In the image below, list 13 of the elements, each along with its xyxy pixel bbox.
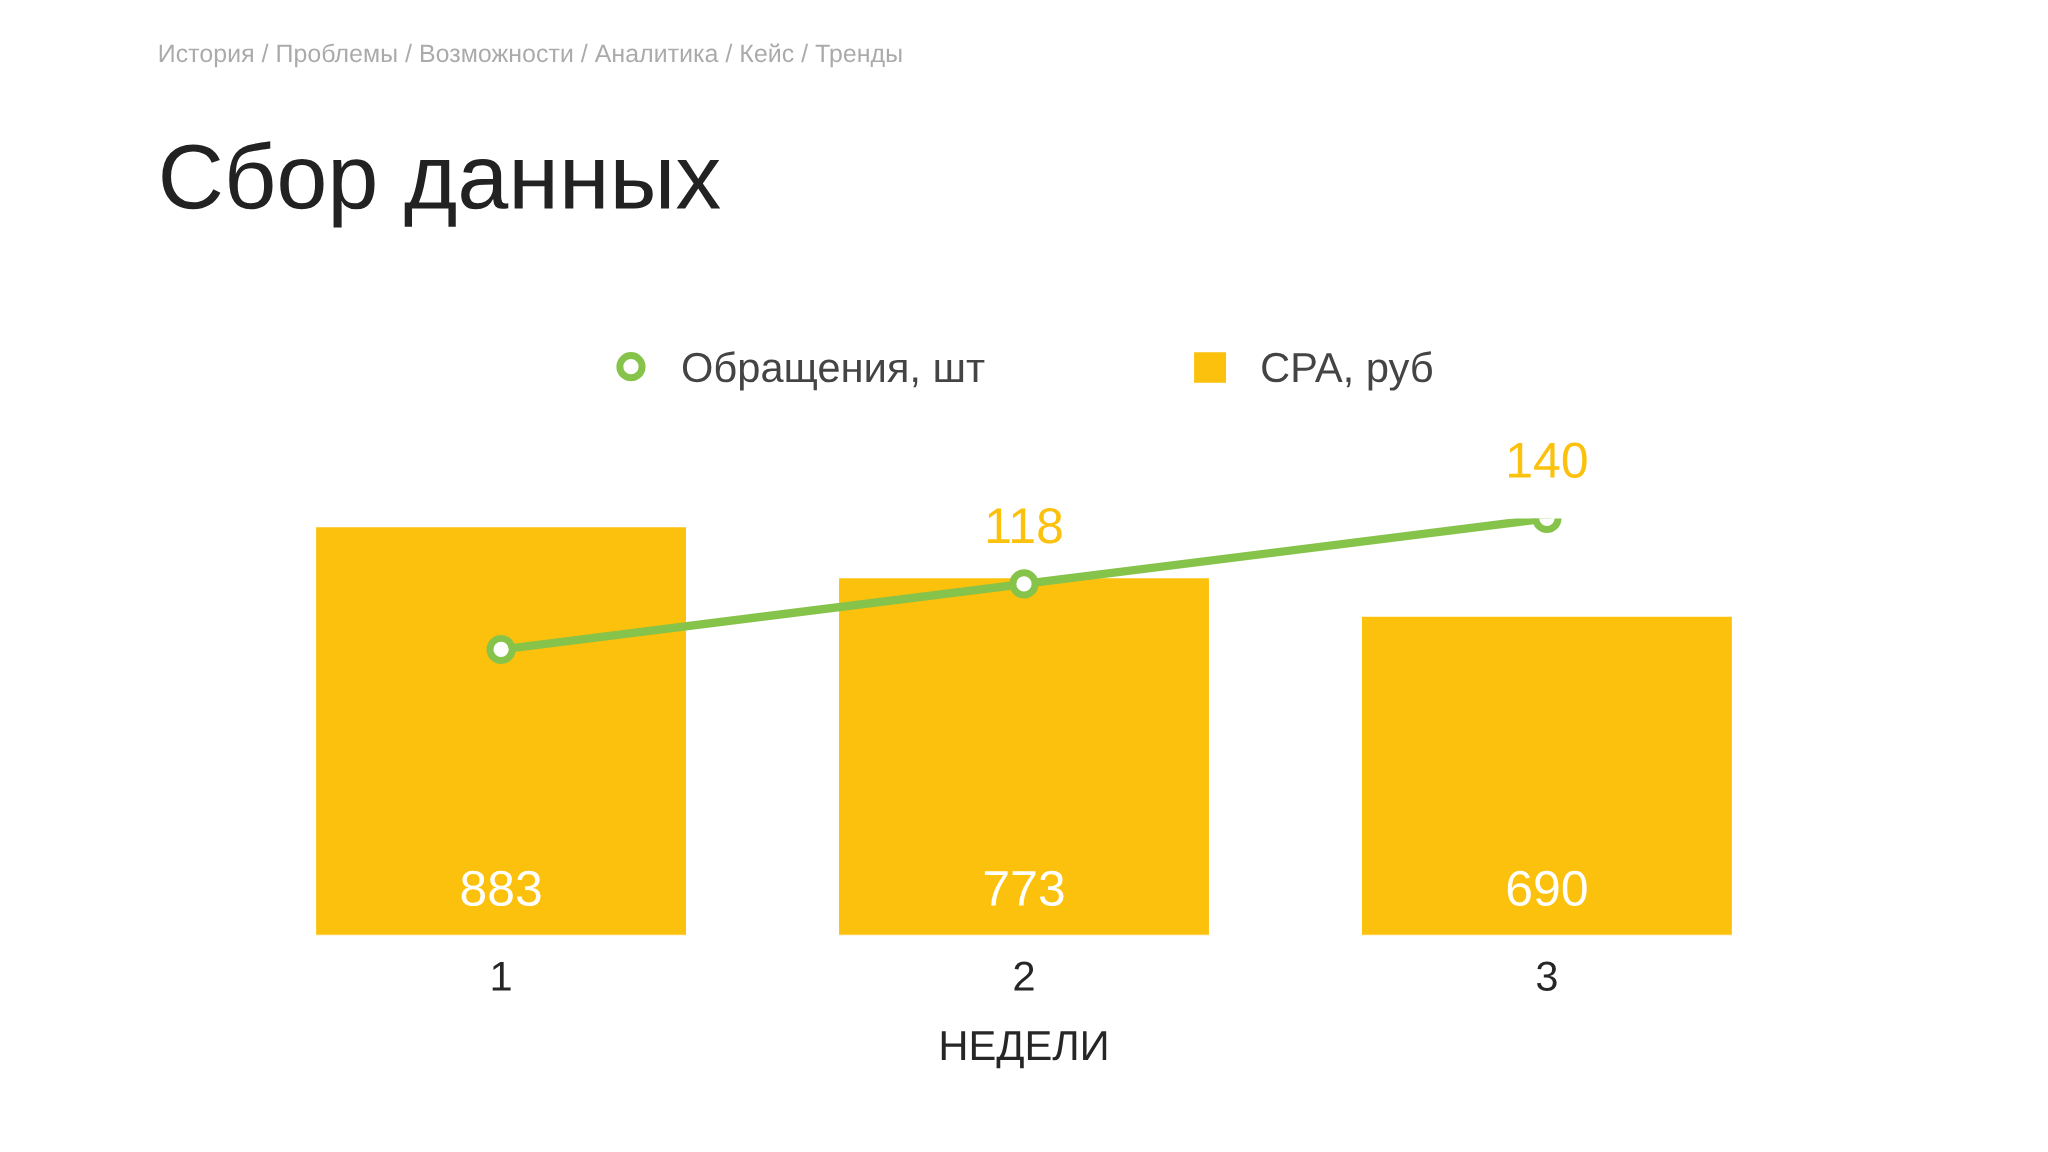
data-label: 118 (987, 508, 1062, 544)
data-label: 773 (984, 870, 1064, 907)
data-label: 690 (1507, 870, 1587, 907)
text: История / Проблемы / Возможности / Аналитика / Кейс / Тренды (159, 43, 902, 68)
legend-label: Обращения, шт (682, 351, 985, 391)
data-label: 140 (1509, 442, 1587, 478)
x-tick-label: 2 (1014, 961, 1034, 991)
x-tick-label: 3 (1536, 961, 1557, 992)
legend-label: CPA, руб (1262, 351, 1432, 391)
x-axis-title: НЕДЕЛИ (941, 1031, 1107, 1069)
chart-title: Сбор данных (162, 141, 721, 228)
data-label: 883 (461, 870, 541, 907)
x-tick-label: 1 (492, 961, 511, 991)
